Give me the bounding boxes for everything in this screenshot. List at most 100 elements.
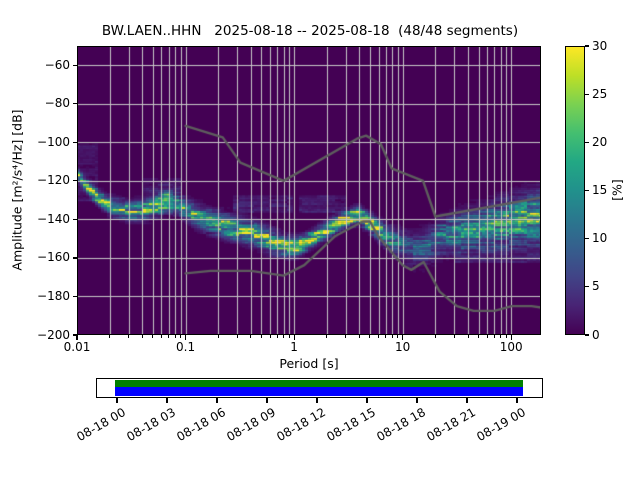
plot-title: BW.LAEN..HHN 2025-08-18 -- 2025-08-18 (4… bbox=[101, 23, 519, 39]
coverage-date-label: 08-18 00 bbox=[74, 405, 128, 445]
coverage-tick bbox=[166, 398, 168, 403]
x-minor-tick bbox=[276, 335, 278, 338]
colorbar-label: [%] bbox=[609, 179, 625, 201]
coverage-date-label: 08-18 03 bbox=[124, 405, 178, 445]
x-minor-tick bbox=[160, 335, 162, 338]
x-minor-tick bbox=[478, 335, 480, 338]
y-major-tick bbox=[72, 334, 77, 336]
coverage-date-label: 08-18 06 bbox=[174, 405, 228, 445]
x-tick-label: 10 bbox=[395, 340, 411, 354]
coverage-tick bbox=[116, 398, 118, 403]
coverage-date-label: 08-18 15 bbox=[324, 405, 378, 445]
colorbar-tick-label: 5 bbox=[592, 279, 600, 294]
y-major-tick bbox=[72, 218, 77, 220]
x-tick-label: 100 bbox=[499, 340, 523, 354]
y-major-tick bbox=[72, 103, 77, 105]
x-minor-tick bbox=[467, 335, 469, 338]
colorbar-tick bbox=[585, 238, 589, 240]
y-tick-label: −160 bbox=[37, 250, 70, 265]
x-minor-tick bbox=[453, 335, 455, 338]
ppsd-heatmap bbox=[77, 46, 541, 335]
x-major-tick bbox=[402, 335, 404, 340]
colorbar-tick-label: 10 bbox=[592, 231, 608, 246]
y-major-tick bbox=[72, 64, 77, 66]
x-minor-tick bbox=[369, 335, 371, 338]
coverage-tick bbox=[216, 398, 218, 403]
colorbar-tick-label: 0 bbox=[592, 327, 600, 342]
x-minor-tick bbox=[283, 335, 285, 338]
y-axis-label: Amplitude [m²/s⁴/Hz] [dB] bbox=[9, 109, 25, 271]
coverage-tick bbox=[466, 398, 468, 403]
x-minor-tick bbox=[288, 335, 290, 338]
x-minor-tick bbox=[180, 335, 182, 338]
x-minor-tick bbox=[269, 335, 271, 338]
coverage-data-strip bbox=[114, 386, 523, 396]
coverage-used-strip bbox=[114, 379, 523, 387]
x-minor-tick bbox=[345, 335, 347, 338]
x-minor-tick bbox=[326, 335, 328, 338]
coverage-date-label: 08-18 21 bbox=[424, 405, 478, 445]
coverage-tick bbox=[416, 398, 418, 403]
y-tick-label: −200 bbox=[37, 327, 70, 342]
y-tick-label: −80 bbox=[44, 96, 70, 111]
coverage-tick bbox=[516, 398, 518, 403]
x-major-tick bbox=[510, 335, 512, 340]
x-minor-tick bbox=[217, 335, 219, 338]
x-minor-tick bbox=[141, 335, 143, 338]
x-tick-label: 0.01 bbox=[63, 340, 91, 354]
y-tick-label: −120 bbox=[37, 173, 70, 188]
x-minor-tick bbox=[397, 335, 399, 338]
x-minor-tick bbox=[391, 335, 393, 338]
x-minor-tick bbox=[174, 335, 176, 338]
x-tick-label: 0.1 bbox=[176, 340, 196, 354]
x-tick-label: 1 bbox=[290, 340, 298, 354]
colorbar-tick bbox=[585, 189, 589, 192]
x-minor-tick bbox=[385, 335, 387, 338]
colorbar-tick bbox=[585, 334, 589, 336]
x-minor-tick bbox=[250, 335, 252, 338]
x-major-tick bbox=[293, 335, 295, 340]
y-major-tick bbox=[72, 295, 77, 298]
colorbar-tick-label: 25 bbox=[592, 86, 608, 101]
x-major-tick bbox=[76, 335, 78, 340]
x-minor-tick bbox=[168, 335, 170, 338]
x-axis-label: Period [s] bbox=[279, 356, 339, 371]
y-tick-label: −60 bbox=[44, 57, 70, 72]
coverage-date-label: 08-19 00 bbox=[474, 405, 528, 445]
y-major-tick bbox=[72, 257, 77, 259]
colorbar-tick bbox=[585, 93, 589, 95]
x-minor-tick bbox=[500, 335, 502, 338]
x-minor-tick bbox=[486, 335, 488, 338]
y-tick-label: −140 bbox=[37, 211, 70, 226]
y-tick-label: −100 bbox=[37, 134, 70, 149]
x-minor-tick bbox=[493, 335, 495, 338]
colorbar-tick bbox=[585, 141, 589, 143]
coverage-date-label: 08-18 09 bbox=[224, 405, 278, 445]
x-minor-tick bbox=[260, 335, 262, 338]
x-minor-tick bbox=[128, 335, 130, 338]
x-minor-tick bbox=[236, 335, 238, 338]
colorbar-tick bbox=[585, 286, 589, 288]
x-minor-tick bbox=[378, 335, 380, 338]
colorbar-tick-label: 30 bbox=[592, 38, 608, 53]
coverage-tick bbox=[266, 398, 268, 403]
colorbar-tick-label: 20 bbox=[592, 134, 608, 149]
colorbar-tick bbox=[585, 45, 589, 47]
x-minor-tick bbox=[152, 335, 154, 338]
x-minor-tick bbox=[434, 335, 436, 338]
coverage-bar bbox=[96, 378, 543, 398]
coverage-tick bbox=[366, 398, 368, 403]
x-major-tick bbox=[184, 335, 187, 340]
y-tick-label: −180 bbox=[37, 288, 70, 303]
x-minor-tick bbox=[505, 335, 507, 338]
y-major-tick bbox=[72, 180, 77, 182]
coverage-date-label: 08-18 12 bbox=[274, 405, 328, 445]
coverage-tick bbox=[316, 398, 318, 403]
colorbar bbox=[565, 46, 585, 335]
x-minor-tick bbox=[109, 335, 111, 338]
y-major-tick bbox=[72, 141, 77, 143]
colorbar-tick-label: 15 bbox=[592, 183, 608, 197]
coverage-date-label: 08-18 18 bbox=[374, 405, 428, 445]
x-minor-tick bbox=[358, 335, 360, 338]
